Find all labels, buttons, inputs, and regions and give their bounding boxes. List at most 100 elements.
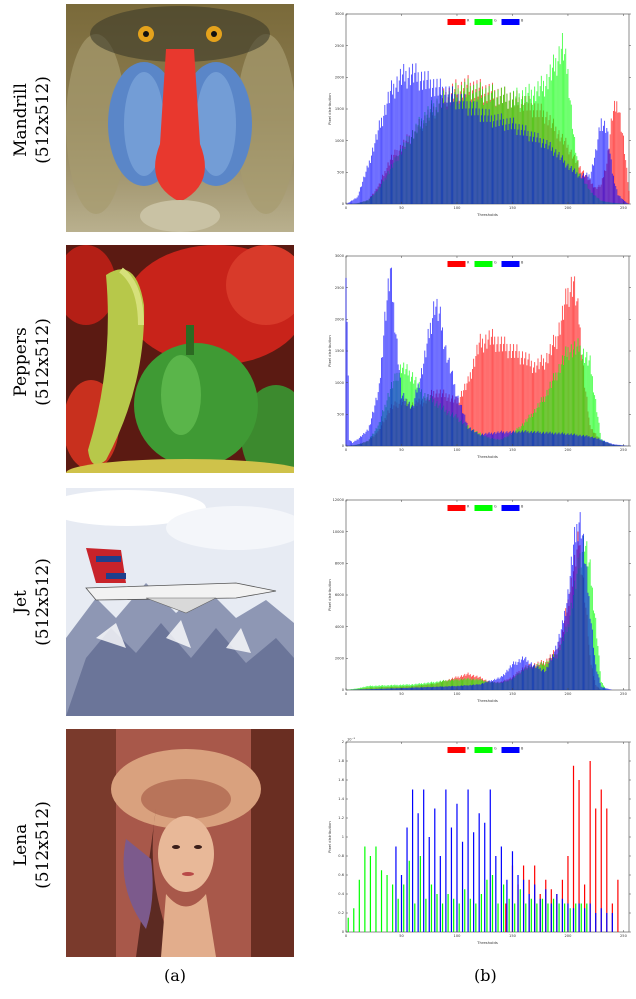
hist-bar-B [624,201,626,204]
hist-bar-B [478,108,480,204]
hist-bar-R [503,343,505,446]
hist-bar-B [579,512,581,690]
hist-bar-B [559,637,561,690]
hist-bar-B [588,435,590,446]
hist-bar-B [469,684,471,690]
hist-bar-B [374,688,376,690]
hist-bar-R [472,369,473,446]
hist-bar-B [507,433,509,446]
hist-bar-R [530,360,532,446]
bar-G [380,870,383,932]
hist-bar-G [567,68,569,204]
hist-bar-B [586,172,588,204]
hist-bar-B [389,268,391,446]
hist-bar-B [580,177,582,204]
hist-bar-B [395,87,397,204]
hist-bar-B [517,662,519,690]
hist-bar-B [598,127,600,204]
hist-bar-B [502,432,503,446]
hist-bar-B [363,176,365,204]
hist-bar-B [493,680,495,690]
hist-bar-G [561,33,563,204]
hist-bar-B [404,687,406,690]
bar-B [545,889,547,932]
hist-bar-B [615,186,617,204]
bar-B [595,913,597,932]
hist-bar-G [568,360,570,446]
hist-bar-B [593,647,594,690]
hist-bar-B [479,435,481,446]
bar-B [406,827,408,932]
hist-bar-B [434,96,436,204]
histogram-jet: 0 50 100 150 200 250 0 2000 4000 6000 8000 10000 120… [316,492,636,714]
hist-bar-G [549,64,551,204]
hist-bar-B [594,437,596,446]
hist-bar-B [367,430,369,446]
hist-bar-R [509,343,511,446]
hist-bar-R [527,359,529,446]
y-tick-label: 1.4 [338,797,344,801]
hist-bar-B [506,118,508,204]
bar-G [353,908,355,932]
hist-bar-B [515,661,517,690]
hist-bar-B [353,199,355,204]
hist-bar-B [467,685,469,690]
hist-bar-B [449,686,451,690]
hist-bar-G [590,374,592,446]
bar-G [536,903,538,932]
hist-bar-B [482,433,483,446]
y-tick-label: 0 [342,688,345,692]
hist-bar-B [493,433,495,446]
hist-bar-B [403,687,405,690]
hist-bar-B [463,685,465,690]
hist-bar-B [358,437,360,446]
hist-bar-G [595,399,597,446]
legend-label-B: B [521,261,524,265]
hist-bar-G [384,685,386,690]
hist-bar-B [374,405,376,446]
hist-bar-B [387,278,389,446]
hist-bar-B [516,664,518,690]
hist-bar-B [488,109,490,204]
hist-bar-G [362,687,364,690]
hist-bar-B [422,89,424,204]
hist-bar-B [595,149,597,204]
hist-bar-B [439,686,441,690]
hist-bar-B [413,687,415,690]
hist-bar-B [571,171,573,204]
hist-bar-B [439,306,441,446]
hist-bar-B [446,686,448,690]
hist-bar-B [526,135,528,204]
hist-bar-G [365,686,367,690]
hist-bar-B [405,687,407,690]
hist-bar-G [600,681,602,690]
hist-bar-B [492,681,493,690]
hist-bar-B [454,685,456,690]
hist-bar-B [524,130,526,204]
hist-bar-B [375,134,377,204]
hist-bar-G [479,678,481,690]
row-name: Peppers [11,327,31,397]
hist-bar-G [376,686,378,690]
hist-bar-B [600,118,602,204]
hist-bar-B [447,686,449,690]
hist-bar-B [538,142,540,204]
hist-bar-R [518,351,520,446]
series-group [346,512,612,690]
hist-bar-B [504,130,506,204]
hist-bar-B [477,434,479,446]
hist-bar-G [559,64,561,204]
hist-bar-B [467,428,469,446]
caption-a: (a) [164,966,187,985]
hist-bar-B [468,108,470,204]
hist-bar-B [564,160,566,204]
bar-G [430,884,433,932]
y-tick-label: 3000 [335,254,345,258]
hist-bar-B [514,664,516,690]
bar-B [584,908,586,932]
hist-bar-B [387,91,389,204]
hist-bar-B [465,685,467,690]
legend-swatch-B [501,19,520,25]
hist-bar-B [356,439,358,446]
hist-bar-B [496,432,498,446]
